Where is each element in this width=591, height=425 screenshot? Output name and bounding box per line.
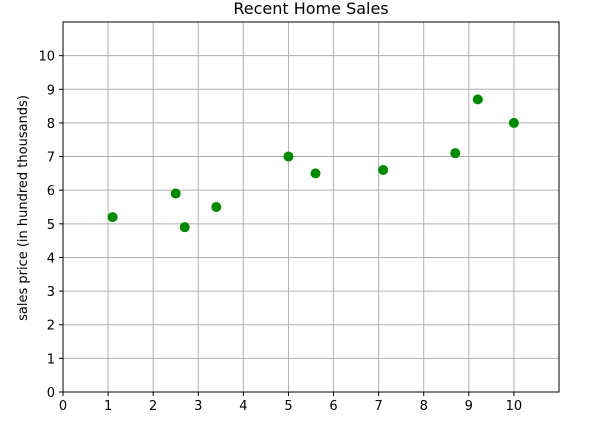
x-tick-label: 9 bbox=[465, 399, 473, 414]
data-point bbox=[179, 222, 190, 233]
y-tick-label: 9 bbox=[47, 83, 55, 98]
plot-frame bbox=[62, 21, 560, 393]
x-tick-label: 1 bbox=[104, 399, 112, 414]
x-tick-label: 8 bbox=[420, 399, 428, 414]
x-tick-label: 6 bbox=[329, 399, 337, 414]
data-point bbox=[107, 212, 118, 223]
data-point bbox=[450, 148, 461, 159]
y-tick-label: 0 bbox=[47, 386, 55, 401]
y-tick-label: 7 bbox=[47, 151, 55, 166]
y-tick-label: 4 bbox=[47, 251, 55, 266]
y-tick-label: 10 bbox=[38, 50, 55, 65]
y-tick-label: 1 bbox=[47, 352, 55, 367]
x-tick-label: 4 bbox=[239, 399, 247, 414]
data-point bbox=[472, 94, 483, 105]
y-tick-label: 2 bbox=[47, 319, 55, 334]
x-tick-label: 7 bbox=[374, 399, 382, 414]
x-tick-label: 3 bbox=[194, 399, 202, 414]
y-tick-label: 6 bbox=[47, 184, 55, 199]
data-point bbox=[508, 117, 519, 128]
chart-title: Recent Home Sales bbox=[233, 0, 388, 18]
x-tick-label: 0 bbox=[59, 399, 67, 414]
data-point bbox=[211, 202, 222, 212]
data-point bbox=[283, 151, 294, 162]
y-axis-label: sales price (in hundred thousands) bbox=[16, 95, 31, 321]
y-tick-label: 8 bbox=[47, 117, 55, 132]
grid-lines bbox=[62, 22, 559, 393]
x-tick-label: 2 bbox=[149, 399, 157, 414]
y-tick-label: 5 bbox=[47, 218, 55, 233]
data-point bbox=[378, 165, 389, 175]
x-tick-label: 10 bbox=[506, 399, 523, 414]
data-point bbox=[170, 188, 181, 199]
y-tick-label: 3 bbox=[47, 285, 55, 300]
axis-ticks: 0 1 2 3 4 5 6 7 8 9 10 0 1 2 3 4 5 6 7 8 9 10 bbox=[38, 50, 522, 414]
x-tick-label: 5 bbox=[284, 399, 292, 414]
data-point bbox=[310, 168, 321, 179]
data-points bbox=[107, 94, 519, 233]
